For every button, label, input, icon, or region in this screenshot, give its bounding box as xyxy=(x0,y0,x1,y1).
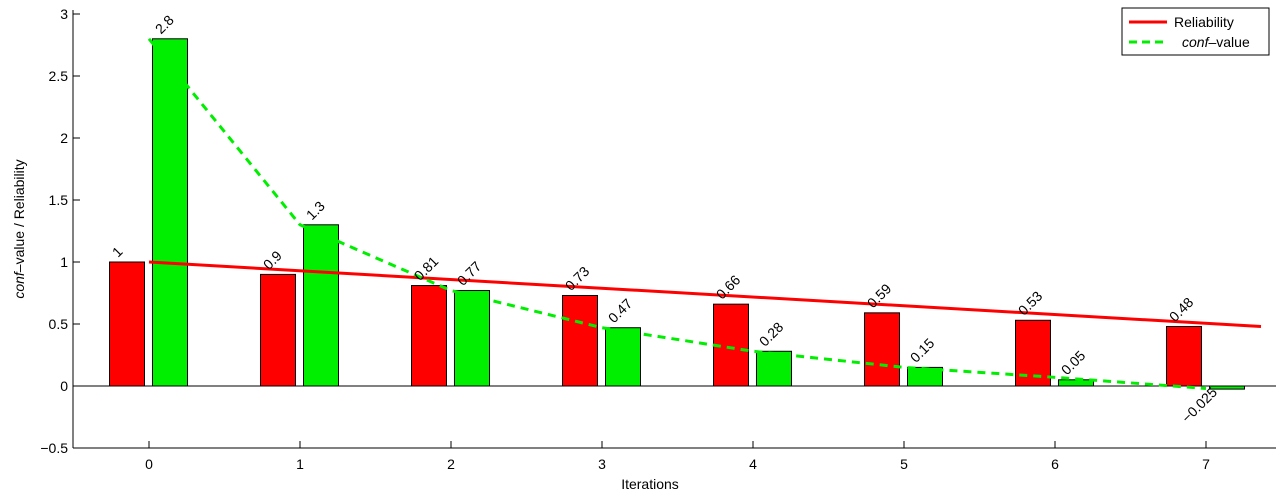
legend-label-conf-value: conf–value xyxy=(1182,34,1250,50)
conf-value-label: 1.3 xyxy=(303,198,328,223)
x-tick-label: 2 xyxy=(447,456,455,472)
conf-value-label: 2.8 xyxy=(152,12,177,37)
reliability-bar xyxy=(109,261,145,387)
conf-value-label: 0.15 xyxy=(907,335,938,366)
x-tick-label: 7 xyxy=(1202,456,1210,472)
conf-value-label: 0.05 xyxy=(1058,347,1089,378)
y-tick-label: 1.5 xyxy=(49,192,69,208)
conf-value-bar xyxy=(756,350,792,387)
reliability-bar xyxy=(1166,325,1202,387)
conf-value-label: 0.47 xyxy=(605,295,636,326)
y-axis-title: conf–value / Reliability xyxy=(11,159,27,298)
reliability-bar xyxy=(411,285,447,387)
y-ticks: −0.5 0 0.5 1 1.5 2 2.5 3 xyxy=(40,6,80,456)
conf-value-trend-line xyxy=(147,37,1207,390)
legend: Reliability conf–value xyxy=(1121,7,1270,56)
y-tick-label: 1 xyxy=(60,254,68,270)
conf-value-bar xyxy=(303,224,339,387)
conf-value-bar xyxy=(152,38,188,387)
reliability-value-label: 0.73 xyxy=(562,263,593,294)
y-tick-label: 2 xyxy=(60,130,68,146)
x-tick-label: 3 xyxy=(598,456,606,472)
conf-value-bar xyxy=(1209,385,1245,390)
trend-lines xyxy=(147,37,1262,390)
reliability-trend-line xyxy=(148,260,1262,328)
conf-value-label: −0.025 xyxy=(1178,384,1220,426)
legend-box xyxy=(1121,7,1270,56)
y-tick-label: 0 xyxy=(60,378,68,394)
conf-value-bar xyxy=(1058,379,1094,387)
conf-value-bar xyxy=(454,290,490,387)
reliability-bar xyxy=(864,312,900,387)
x-tick-label: 6 xyxy=(1051,456,1059,472)
y-tick-label: −0.5 xyxy=(40,440,68,456)
conf-value-label: 0.28 xyxy=(756,319,787,350)
x-tick-label: 1 xyxy=(296,456,304,472)
x-axis-title: Iterations xyxy=(621,476,679,492)
y-tick-label: 3 xyxy=(60,6,68,22)
reliability-bar xyxy=(260,273,296,387)
reliability-value-label: 1 xyxy=(109,243,126,260)
x-tick-label: 0 xyxy=(145,456,153,472)
legend-label-reliability: Reliability xyxy=(1174,14,1234,30)
bars xyxy=(109,38,1245,390)
conf-value-bar xyxy=(605,327,641,387)
x-tick-label: 4 xyxy=(749,456,757,472)
x-ticks: 0 1 2 3 4 5 6 7 xyxy=(145,441,1210,472)
y-tick-label: 0.5 xyxy=(49,316,69,332)
conf-value-label: 0.77 xyxy=(454,258,485,289)
x-tick-label: 5 xyxy=(900,456,908,472)
y-tick-label: 2.5 xyxy=(49,68,69,84)
reliability-bar xyxy=(562,294,598,387)
